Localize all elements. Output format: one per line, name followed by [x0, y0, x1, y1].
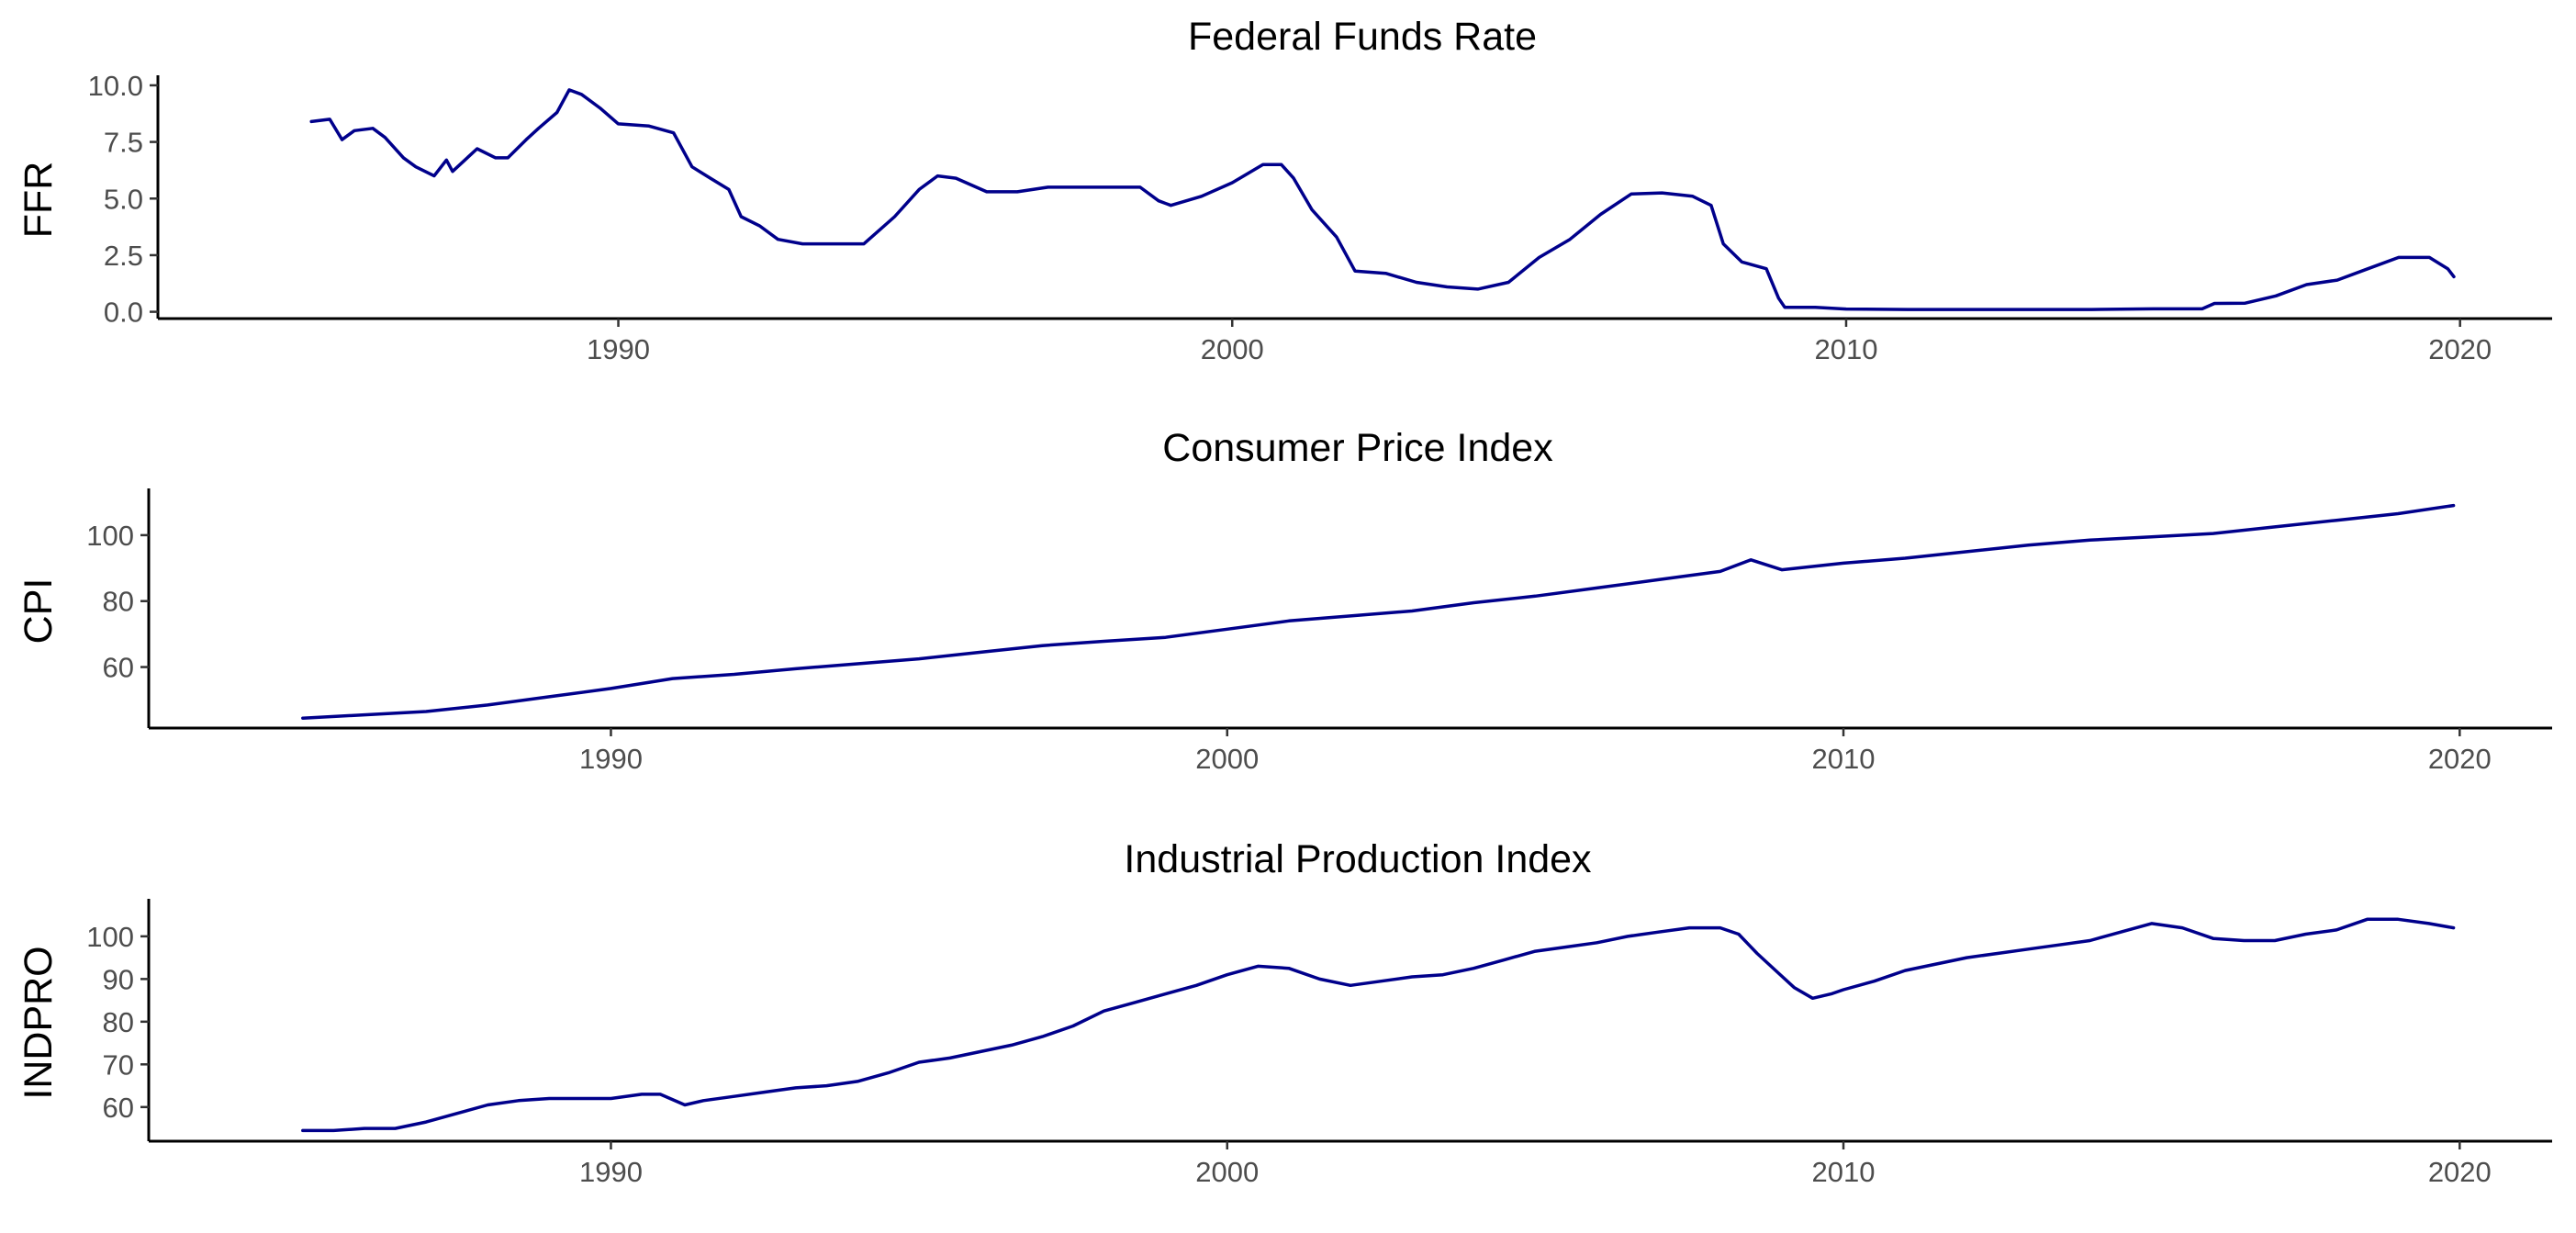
ffr-y-tick-label: 10.0: [88, 70, 143, 102]
indpro-x-tick-label: 2010: [1812, 1156, 1876, 1188]
cpi-y-tick-label: 100: [86, 520, 134, 552]
ffr-x-tick-label: 1990: [587, 333, 650, 365]
ffr-x-tick-label: 2000: [1201, 333, 1264, 365]
indpro-x-tick-label: 2000: [1195, 1156, 1259, 1188]
ffr-y-tick-label: 7.5: [104, 127, 143, 159]
indpro-y-tick-label: 100: [86, 921, 134, 953]
ffr-y-tick-label: 2.5: [104, 240, 143, 272]
indpro-panel: Industrial Production Index INDPRO 60 70 80 9…: [17, 837, 2552, 1188]
ffr-title: Federal Funds Rate: [1188, 15, 1537, 59]
indpro-y-tick-label: 70: [103, 1048, 134, 1081]
ffr-series-line: [309, 88, 2456, 311]
ffr-x-tick-label: 2020: [2428, 333, 2492, 365]
cpi-y-axis-label: CPI: [17, 578, 61, 645]
ffr-y-axis-label: FFR: [17, 162, 61, 239]
ffr-panel: Federal Funds Rate FFR 0.0 2.5 5.0 7.5 10.0 199…: [17, 15, 2552, 365]
cpi-y-tick-label: 80: [103, 586, 134, 618]
cpi-x-tick-label: 2000: [1195, 743, 1259, 775]
cpi-y-tick-label: 60: [103, 652, 134, 684]
cpi-x-tick-label: 2010: [1812, 743, 1876, 775]
cpi-panel: Consumer Price Index CPI 60 80 100 1990 2000 20…: [17, 426, 2552, 775]
ffr-x-tick-label: 2010: [1814, 333, 1877, 365]
cpi-title: Consumer Price Index: [1162, 426, 1553, 470]
indpro-x-tick-label: 1990: [579, 1156, 643, 1188]
indpro-y-tick-label: 60: [103, 1092, 134, 1124]
indpro-title: Industrial Production Index: [1124, 837, 1592, 881]
cpi-series-line: [301, 503, 2456, 720]
cpi-x-tick-label: 1990: [579, 743, 643, 775]
indpro-y-axis-label: INDPRO: [17, 946, 61, 1099]
cpi-x-tick-label: 2020: [2428, 743, 2492, 775]
indpro-series-line: [301, 917, 2456, 1133]
indpro-y-tick-label: 90: [103, 963, 134, 995]
indpro-y-tick-label: 80: [103, 1006, 134, 1038]
ffr-y-tick-label: 0.0: [104, 297, 143, 329]
indpro-x-tick-label: 2020: [2428, 1156, 2492, 1188]
ffr-y-tick-label: 5.0: [104, 183, 143, 215]
